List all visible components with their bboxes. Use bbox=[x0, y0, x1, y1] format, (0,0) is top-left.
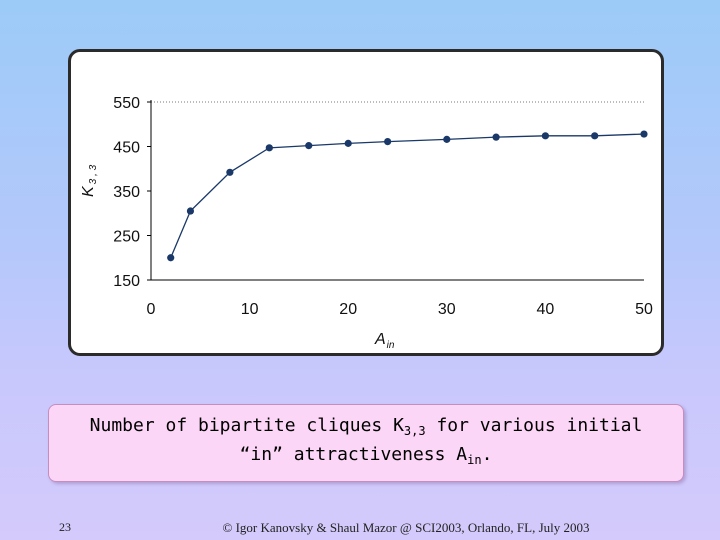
y-tick-label: 450 bbox=[113, 140, 140, 157]
data-point bbox=[344, 139, 352, 147]
caption-line-2: “in” attractiveness Ain. bbox=[239, 444, 493, 467]
y-tick-label: 250 bbox=[113, 229, 140, 246]
data-point bbox=[186, 207, 195, 215]
line-chart: 150 250 350 450 550 0 10 20 30 40 50 K3 , 3 Ain bbox=[80, 95, 653, 351]
slide-number: 23 bbox=[59, 520, 71, 534]
data-point bbox=[167, 254, 175, 262]
data-point bbox=[384, 138, 392, 146]
data-point bbox=[305, 142, 313, 150]
x-tick-label: 30 bbox=[438, 301, 456, 318]
x-tick-label: 50 bbox=[635, 301, 653, 318]
data-point bbox=[443, 135, 451, 143]
x-tick-label: 0 bbox=[147, 301, 156, 318]
chart-frame: 150 250 350 450 550 0 10 20 30 40 50 K3 , 3 Ain bbox=[68, 49, 664, 356]
x-axis-label: Ain bbox=[374, 331, 395, 351]
y-tick-label: 350 bbox=[113, 184, 140, 201]
data-point bbox=[640, 130, 648, 138]
data-point bbox=[226, 168, 234, 176]
x-tick-label: 40 bbox=[537, 301, 555, 318]
series-line bbox=[170, 133, 645, 259]
y-tick-label: 150 bbox=[113, 273, 140, 290]
data-point bbox=[591, 132, 599, 140]
data-point bbox=[541, 132, 549, 140]
caption-line-1: Number of bipartite cliques K3,3 for var… bbox=[89, 415, 643, 438]
y-axis-label: K3 , 3 bbox=[80, 164, 99, 197]
x-tick-label: 10 bbox=[241, 301, 259, 318]
data-point bbox=[265, 144, 273, 152]
y-tick-label: 550 bbox=[113, 95, 140, 112]
footer-credit: © Igor Kanovsky & Shaul Mazor @ SCI2003,… bbox=[222, 520, 590, 535]
data-point bbox=[492, 133, 500, 141]
x-tick-label: 20 bbox=[339, 301, 357, 318]
caption-box: Number of bipartite cliques K3,3 for var… bbox=[48, 404, 684, 482]
